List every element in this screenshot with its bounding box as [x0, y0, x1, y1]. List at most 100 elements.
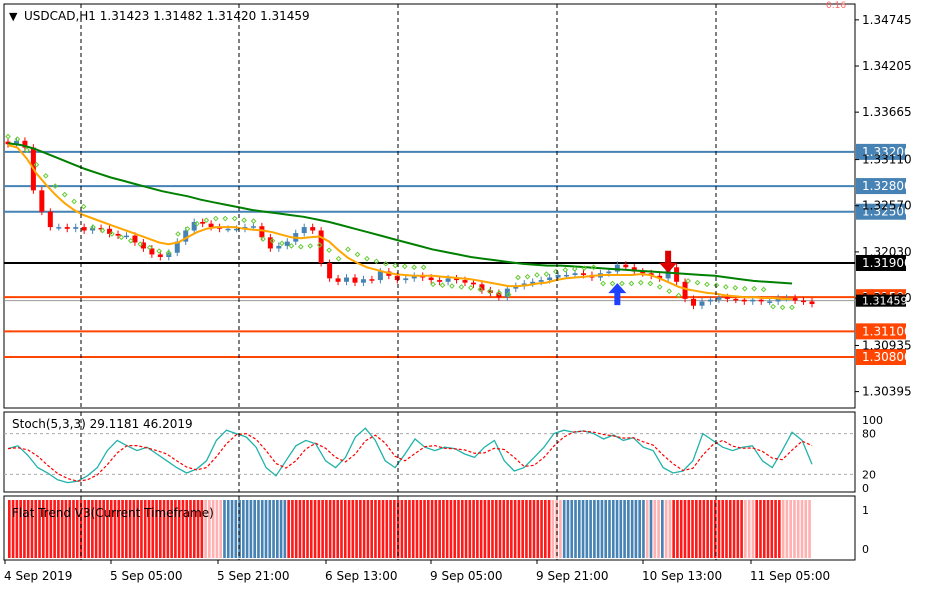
- level-price-tag-label: 1.31100: [862, 324, 912, 338]
- candle-body[interactable]: [411, 275, 417, 279]
- flat-trend-bar: [419, 500, 423, 558]
- candle-body[interactable]: [707, 299, 713, 302]
- candle-body[interactable]: [284, 241, 290, 246]
- candle-body[interactable]: [767, 301, 773, 303]
- candle-body[interactable]: [470, 282, 476, 285]
- flat-trend-bar: [8, 500, 11, 558]
- candle-body[interactable]: [809, 301, 815, 305]
- candle-body[interactable]: [377, 271, 383, 281]
- candle-body[interactable]: [22, 140, 28, 148]
- candle-body[interactable]: [81, 227, 87, 231]
- candle-body[interactable]: [369, 279, 375, 281]
- candle-body[interactable]: [318, 230, 324, 263]
- candle-body[interactable]: [623, 264, 629, 268]
- candle-body[interactable]: [801, 300, 807, 303]
- slow-moving-average-line[interactable]: [7, 142, 793, 285]
- candle-body[interactable]: [157, 254, 163, 258]
- candle-body[interactable]: [276, 245, 282, 249]
- candle-body[interactable]: [394, 275, 400, 281]
- candle-body[interactable]: [56, 227, 62, 229]
- candle-body[interactable]: [64, 227, 70, 229]
- candle-body[interactable]: [335, 278, 341, 282]
- candle-body[interactable]: [538, 280, 544, 282]
- candle-body[interactable]: [73, 227, 79, 229]
- candle-body[interactable]: [301, 227, 307, 234]
- candle-body[interactable]: [631, 267, 637, 272]
- candle-body[interactable]: [200, 221, 206, 224]
- flat-trend-bar: [491, 500, 494, 558]
- candle-body[interactable]: [259, 226, 265, 238]
- candle-body[interactable]: [403, 278, 409, 281]
- candle-body[interactable]: [657, 275, 663, 279]
- candle-body[interactable]: [454, 278, 460, 281]
- candle-body[interactable]: [674, 267, 680, 282]
- candle-body[interactable]: [267, 237, 273, 249]
- candle-body[interactable]: [699, 301, 705, 306]
- stoch-main-line[interactable]: [7, 427, 813, 484]
- candle-body[interactable]: [123, 235, 129, 238]
- flat-trend-bar: [717, 500, 721, 558]
- candle-body[interactable]: [208, 223, 214, 228]
- candle-body[interactable]: [250, 226, 256, 228]
- candle-body[interactable]: [310, 227, 316, 231]
- candle-body[interactable]: [547, 277, 553, 281]
- candle-body[interactable]: [437, 280, 443, 282]
- main-price-panel[interactable]: [3, 3, 856, 409]
- stochastic-panel[interactable]: [3, 411, 856, 493]
- candle-body[interactable]: [140, 242, 146, 249]
- buy-signal-arrow[interactable]: [608, 283, 627, 306]
- stoch-signal-line[interactable]: [7, 430, 813, 482]
- candle-body[interactable]: [479, 284, 485, 291]
- flat-trend-bar: [687, 500, 691, 558]
- candle-body[interactable]: [716, 297, 722, 300]
- sell-signal-arrow[interactable]: [659, 250, 678, 273]
- flat-trend-bar: [242, 500, 245, 558]
- flat-trend-bar: [608, 500, 611, 558]
- candle-body[interactable]: [98, 227, 104, 230]
- candle-body[interactable]: [39, 190, 45, 212]
- candle-body[interactable]: [614, 264, 620, 272]
- candle-body[interactable]: [428, 277, 434, 281]
- candle-body[interactable]: [174, 241, 180, 253]
- flat-trend-bar: [125, 500, 128, 558]
- candle-body[interactable]: [115, 233, 121, 236]
- candle-body[interactable]: [360, 279, 366, 283]
- candle-body[interactable]: [191, 221, 197, 231]
- candle-body[interactable]: [564, 274, 570, 277]
- candle-body[interactable]: [513, 286, 519, 289]
- candle-body[interactable]: [344, 277, 350, 282]
- candle-body[interactable]: [327, 262, 333, 279]
- candle-body[interactable]: [352, 277, 358, 283]
- header-dropdown-icon[interactable]: ▼: [9, 10, 18, 23]
- candle-body[interactable]: [724, 297, 730, 299]
- candle-body[interactable]: [758, 299, 764, 302]
- candle-body[interactable]: [13, 140, 19, 145]
- candle-body[interactable]: [572, 273, 578, 275]
- candle-body[interactable]: [5, 141, 11, 145]
- candle-body[interactable]: [132, 235, 138, 243]
- candle-body[interactable]: [504, 288, 510, 298]
- candle-body[interactable]: [149, 248, 155, 255]
- candle-body[interactable]: [47, 211, 53, 228]
- candle-body[interactable]: [750, 299, 756, 302]
- candle-body[interactable]: [733, 298, 739, 301]
- candle-body[interactable]: [741, 299, 747, 302]
- candle-body[interactable]: [225, 228, 231, 231]
- candle-body[interactable]: [445, 278, 451, 282]
- candle-body[interactable]: [775, 298, 781, 302]
- flat-trend-bar: [219, 500, 223, 558]
- candle-body[interactable]: [792, 298, 798, 301]
- candle-body[interactable]: [462, 280, 468, 283]
- candle-body[interactable]: [107, 228, 113, 234]
- candle-body[interactable]: [640, 271, 646, 274]
- candle-body[interactable]: [682, 281, 688, 299]
- candle-body[interactable]: [606, 271, 612, 274]
- candle-body[interactable]: [555, 274, 561, 278]
- candle-body[interactable]: [530, 281, 536, 284]
- candle-body[interactable]: [234, 228, 240, 231]
- candle-body[interactable]: [487, 290, 493, 293]
- fast-moving-average-line[interactable]: [7, 144, 792, 300]
- candle-body[interactable]: [183, 230, 189, 242]
- candle-body[interactable]: [580, 273, 586, 275]
- candle-body[interactable]: [691, 298, 697, 306]
